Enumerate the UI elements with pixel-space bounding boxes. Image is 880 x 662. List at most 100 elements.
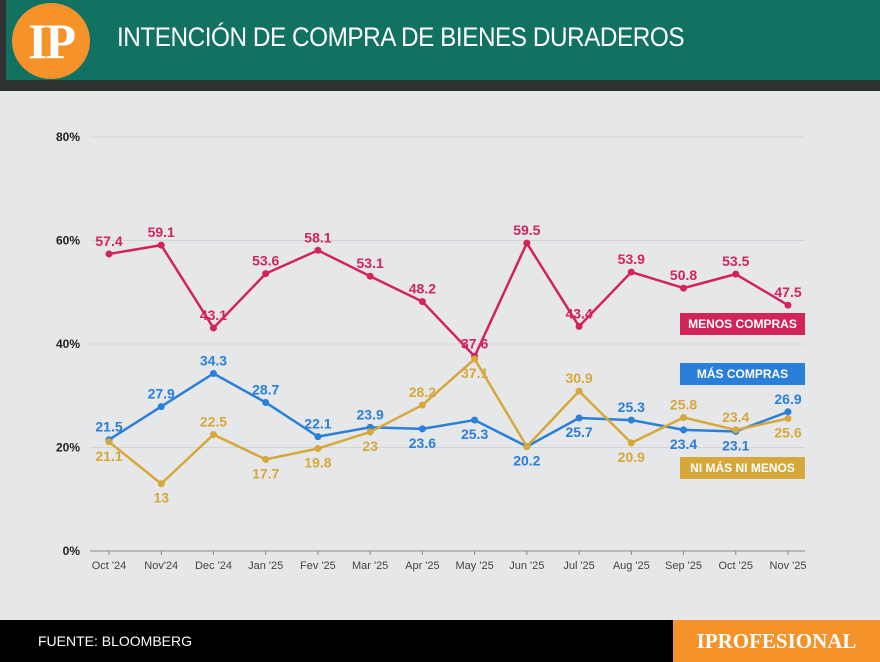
data-point (418, 298, 426, 306)
data-point (262, 270, 270, 278)
data-label: 59.5 (513, 222, 540, 238)
legend-ni-mas-ni-menos: NI MÁS NI MENOS (680, 457, 805, 479)
data-label: 21.1 (95, 448, 122, 464)
data-label: 20.2 (513, 452, 540, 468)
y-tick-label: 80% (56, 130, 80, 144)
data-point (366, 272, 374, 280)
data-label: 25.3 (618, 399, 645, 415)
data-point (209, 324, 217, 332)
data-label: 22.5 (200, 414, 227, 430)
x-tick-label: May '25 (456, 560, 494, 572)
data-label: 22.1 (304, 416, 331, 432)
data-point (680, 413, 688, 421)
y-tick-label: 0% (63, 544, 81, 558)
data-label: 28.7 (252, 381, 279, 397)
data-label: 30.9 (565, 370, 592, 386)
data-label: 37.1 (461, 365, 488, 381)
data-point (732, 270, 740, 278)
x-tick-label: Dec '24 (195, 560, 232, 572)
data-point (732, 426, 740, 434)
data-label: 23.6 (409, 435, 436, 451)
brand-logo: IPROFESIONAL (673, 620, 880, 662)
data-point (627, 439, 635, 447)
data-label: 17.7 (252, 465, 279, 481)
data-label: 26.9 (774, 391, 801, 407)
data-label: 53.9 (618, 251, 645, 267)
data-point (262, 398, 270, 406)
data-label: 23.4 (670, 436, 697, 452)
data-point (575, 322, 583, 330)
data-point (157, 241, 165, 249)
data-label: 28.2 (409, 384, 436, 400)
data-label: 59.1 (148, 224, 175, 240)
data-point (784, 408, 792, 416)
x-tick-label: Fev '25 (300, 560, 336, 572)
line-chart: 0% 20% 40% 60% 80% Oct '24 Nov'24 Dec '24 Jan '2… (56, 130, 807, 572)
data-point (784, 301, 792, 309)
data-label: 58.1 (304, 229, 331, 245)
y-tick-label: 60% (56, 234, 80, 248)
data-point (314, 246, 322, 254)
data-label: 57.4 (95, 233, 122, 249)
x-tick-label: Aug '25 (613, 560, 650, 572)
series-line-0 (108, 241, 789, 358)
data-point (627, 416, 635, 424)
data-point (262, 455, 270, 463)
data-point (418, 401, 426, 409)
x-tick-label: Oct '25 (719, 560, 754, 572)
x-tick-label: Nov'24 (144, 560, 178, 572)
data-label: 23.1 (722, 437, 749, 453)
data-label: 34.3 (200, 352, 227, 368)
x-tick-label: Jan '25 (248, 560, 283, 572)
data-point (471, 355, 479, 363)
data-point (680, 284, 688, 292)
data-point (471, 416, 479, 424)
data-label: 48.2 (409, 281, 436, 297)
x-tick-label: Oct '24 (92, 560, 127, 572)
data-label: 27.9 (148, 386, 175, 402)
data-label: 37.6 (461, 335, 488, 351)
data-point (523, 239, 531, 247)
data-label: 53.6 (252, 253, 279, 269)
data-point (157, 480, 165, 488)
data-point (209, 431, 217, 439)
data-label: 25.8 (670, 396, 697, 412)
data-label: 50.8 (670, 267, 697, 283)
data-label: 47.5 (774, 284, 801, 300)
data-point (366, 428, 374, 436)
data-label: 53.1 (357, 255, 384, 271)
data-label: 19.8 (304, 455, 331, 471)
series-line-1 (108, 372, 789, 448)
data-point (157, 403, 165, 411)
data-point (575, 414, 583, 422)
title-band (6, 0, 880, 80)
series-line-2 (108, 357, 789, 485)
data-point (575, 387, 583, 395)
data-point (105, 438, 113, 446)
footer: FUENTE: BLOOMBERG IPROFESIONAL (0, 620, 880, 662)
data-label: 21.5 (95, 419, 122, 435)
x-tick-label: Nov '25 (770, 560, 807, 572)
x-tick-label: Apr '25 (405, 560, 440, 572)
data-point (680, 426, 688, 434)
data-label: 20.9 (618, 449, 645, 465)
data-label: 13 (153, 490, 169, 506)
data-point (627, 268, 635, 276)
data-label: 25.3 (461, 426, 488, 442)
data-label: 23.4 (722, 409, 749, 425)
x-tick-label: Jun '25 (509, 560, 544, 572)
data-point (105, 250, 113, 258)
page-title: INTENCIÓN DE COMPRA DE BIENES DURADEROS (117, 22, 685, 52)
data-point (418, 425, 426, 433)
data-point (314, 433, 322, 441)
data-label: 43.4 (565, 305, 592, 321)
source-note: FUENTE: BLOOMBERG (38, 633, 193, 649)
data-point (523, 442, 531, 450)
y-tick-label: 40% (56, 337, 80, 351)
data-label: 25.7 (565, 424, 592, 440)
header: IP INTENCIÓN DE COMPRA DE BIENES DURADER… (0, 0, 880, 91)
ip-logo: IP (12, 3, 90, 79)
x-tick-label: Sep '25 (665, 560, 702, 572)
data-label: 25.6 (774, 425, 801, 441)
x-tick-label: Mar '25 (352, 560, 388, 572)
